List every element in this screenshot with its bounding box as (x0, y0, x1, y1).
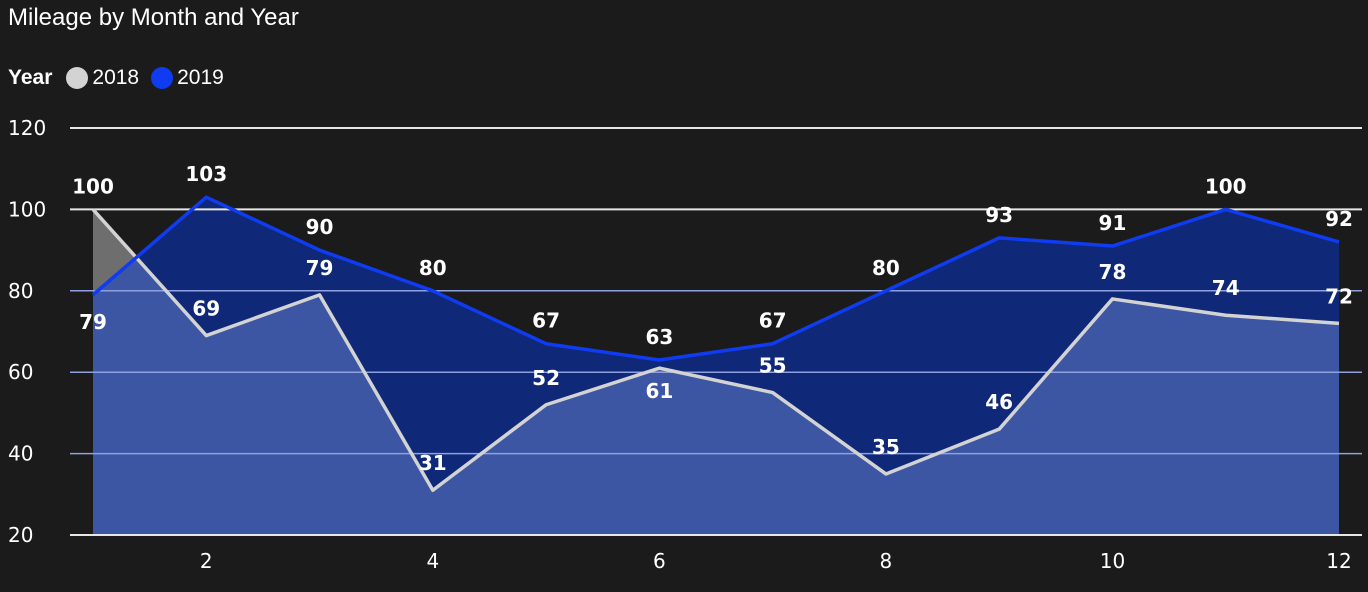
data-label-2018-7: 55 (759, 354, 787, 378)
legend-marker-2019 (151, 67, 174, 89)
x-tick-label-12: 12 (1326, 549, 1351, 573)
data-label-2018-6: 61 (645, 379, 673, 403)
legend-label-2018: 2018 (92, 66, 140, 89)
legend-item-2018[interactable]: 2018 (66, 66, 139, 90)
data-label-2018-3: 79 (306, 256, 334, 280)
data-label-2019-10: 91 (1099, 211, 1127, 235)
data-label-2019-5: 67 (532, 309, 560, 333)
legend-item-2019[interactable]: 2019 (151, 66, 224, 90)
data-label-2018-10: 78 (1099, 260, 1127, 284)
area-overlap (93, 257, 1339, 535)
x-tick-label-8: 8 (880, 549, 893, 573)
data-label-2018-8: 35 (872, 435, 900, 459)
data-label-2019-6: 63 (645, 325, 673, 349)
data-label-2019-3: 90 (306, 215, 334, 239)
x-tick-label-4: 4 (426, 549, 439, 573)
data-label-2019-4: 80 (419, 256, 447, 280)
legend-title: Year (8, 66, 53, 89)
x-tick-label-2: 2 (200, 549, 213, 573)
data-label-2018-5: 52 (532, 366, 560, 390)
x-tick-label-6: 6 (653, 549, 666, 573)
data-label-2018-2: 69 (192, 297, 220, 321)
y-tick-label-60: 60 (8, 360, 33, 384)
legend-marker-2018 (66, 67, 89, 89)
data-label-2019-8: 80 (872, 256, 900, 280)
data-label-2018-4: 31 (419, 451, 447, 475)
data-label-2019-2: 103 (185, 162, 227, 186)
line-2018 (91, 208, 1340, 492)
data-label-2018-12: 72 (1325, 284, 1353, 308)
y-tick-label-120: 120 (8, 116, 46, 140)
chart-title: Mileage by Month and Year (8, 4, 299, 31)
y-tick-label-100: 100 (8, 197, 46, 221)
legend: Year 2018 2019 (8, 64, 236, 92)
data-label-2018-9: 46 (985, 390, 1013, 414)
data-label-2019-7: 67 (759, 309, 787, 333)
data-label-2019-9: 93 (985, 203, 1013, 227)
y-tick-label-40: 40 (8, 442, 33, 466)
line-2019 (91, 195, 1340, 362)
data-label-2018-11: 74 (1212, 276, 1240, 300)
legend-label-2019: 2019 (177, 66, 224, 89)
x-tick-label-10: 10 (1100, 549, 1125, 573)
data-label-2019-11: 100 (1205, 174, 1247, 198)
y-tick-label-20: 20 (8, 523, 33, 547)
y-tick-label-80: 80 (8, 279, 33, 303)
data-label-2018-1: 100 (72, 174, 114, 198)
data-label-2019-12: 92 (1325, 207, 1353, 231)
data-label-2019-1: 79 (79, 310, 107, 334)
